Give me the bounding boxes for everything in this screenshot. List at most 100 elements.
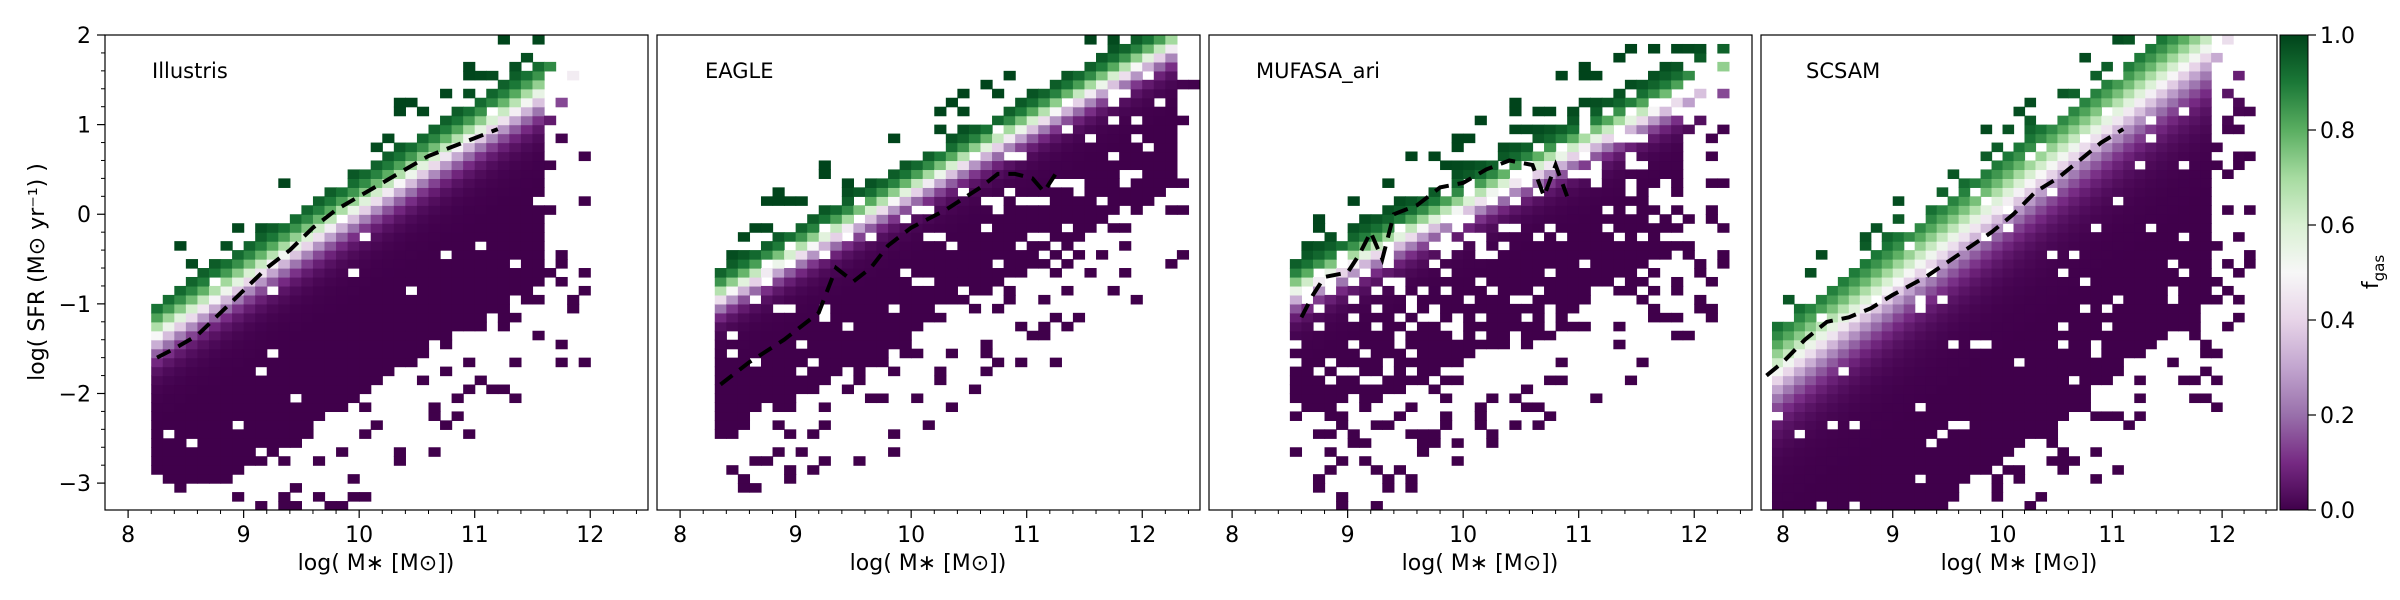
heatmap-cell: [749, 321, 762, 332]
heatmap-cell: [416, 312, 430, 323]
heatmap-cell: [760, 456, 774, 466]
heatmap-cell: [2222, 205, 2234, 215]
heatmap-cell: [301, 241, 314, 251]
heatmap-cell: [382, 321, 395, 332]
heatmap-cell: [957, 223, 970, 233]
heatmap-cell: [405, 214, 418, 224]
heatmap-cell: [1947, 429, 1960, 439]
heatmap-cell: [2134, 196, 2146, 206]
heatmap-cell: [1347, 438, 1360, 448]
heatmap-cell: [1903, 501, 1916, 510]
heatmap-cell: [544, 115, 557, 126]
heatmap-cell: [922, 259, 935, 269]
heatmap-cell: [1705, 178, 1718, 188]
heatmap-cell: [760, 241, 774, 251]
heatmap-cell: [1336, 456, 1349, 466]
heatmap-cell: [474, 375, 487, 386]
heatmap-cell: [2123, 124, 2135, 135]
heatmap-cell: [2013, 285, 2026, 296]
heatmap-cell: [463, 214, 476, 224]
heatmap-cell: [1947, 393, 1960, 404]
heatmap-cell: [1142, 196, 1155, 206]
heatmap-cell: [737, 339, 751, 350]
heatmap-cell: [243, 393, 256, 404]
y-axis-label: log( SFR (M⊙ yr⁻¹) ): [25, 163, 50, 381]
heatmap-cell: [1026, 133, 1039, 144]
heatmap-cell: [957, 196, 970, 206]
heatmap-cell: [1624, 268, 1638, 278]
heatmap-cell: [1826, 456, 1839, 466]
heatmap-cell: [1991, 492, 2004, 502]
heatmap-cell: [1038, 160, 1051, 171]
heatmap-cell: [1892, 411, 1905, 421]
heatmap-cell: [853, 205, 866, 215]
heatmap-cell: [1980, 294, 1993, 305]
heatmap-cell: [486, 133, 499, 144]
heatmap-cell: [1509, 205, 1522, 215]
heatmap-cell: [497, 294, 510, 305]
heatmap-cell: [1892, 285, 1905, 296]
heatmap-cell: [1084, 169, 1097, 179]
heatmap-cell: [2123, 79, 2135, 90]
heatmap-cell: [2035, 393, 2048, 404]
heatmap-cell: [544, 160, 557, 171]
heatmap-cell: [1936, 205, 1949, 215]
heatmap-cell: [255, 456, 268, 466]
heatmap-cell: [911, 303, 924, 314]
heatmap-cell: [474, 294, 487, 305]
heatmap-cell: [1659, 115, 1672, 126]
heatmap-cell: [1771, 438, 1784, 448]
heatmap-cell: [1793, 438, 1806, 448]
heatmap-cell: [440, 232, 453, 242]
heatmap-cell: [1072, 106, 1086, 117]
heatmap-cell: [2079, 402, 2091, 413]
heatmap-cell: [463, 285, 476, 296]
plot-frame: [104, 34, 649, 511]
heatmap-cell: [2101, 339, 2113, 350]
heatmap-cell: [1613, 285, 1626, 296]
heatmap-cell: [1848, 268, 1861, 278]
heatmap-cell: [1848, 492, 1861, 502]
heatmap-cell: [807, 465, 820, 475]
x-axis-label: log( M∗ [M⊙]): [298, 551, 455, 576]
heatmap-cell: [1393, 241, 1406, 251]
heatmap-cell: [174, 312, 187, 323]
heatmap-cell: [301, 223, 314, 233]
x-tick-label: 11: [1565, 523, 1593, 548]
heatmap-cell: [393, 196, 406, 206]
heatmap-cell: [1486, 321, 1499, 332]
heatmap-cell: [497, 97, 510, 108]
heatmap-cell: [416, 321, 430, 332]
heatmap-cell: [980, 268, 993, 278]
heatmap-cell: [1061, 241, 1074, 251]
heatmap-cell: [393, 447, 406, 457]
heatmap-cell: [2189, 241, 2201, 251]
heatmap-cell: [2002, 402, 2015, 413]
heatmap-cell: [451, 151, 464, 162]
heatmap-cell: [1991, 429, 2004, 439]
heatmap-cell: [1925, 393, 1938, 404]
heatmap-cell: [2156, 52, 2168, 63]
heatmap-cell: [1567, 232, 1580, 242]
heatmap-cell: [405, 348, 418, 359]
heatmap-cell: [1440, 348, 1453, 359]
heatmap-cell: [509, 268, 522, 278]
heatmap-cell: [945, 187, 958, 197]
heatmap-cell: [370, 205, 383, 215]
heatmap-cell: [1382, 268, 1395, 278]
heatmap-cell: [876, 303, 889, 314]
heatmap-cell: [1440, 294, 1453, 305]
heatmap-cell: [1848, 402, 1861, 413]
heatmap-cell: [1567, 241, 1580, 251]
heatmap-cell: [749, 348, 762, 359]
heatmap-cell: [174, 285, 187, 296]
heatmap-cell: [232, 303, 245, 314]
heatmap-cell: [463, 61, 476, 72]
heatmap-cell: [1130, 106, 1143, 117]
heatmap-cell: [1578, 250, 1591, 260]
heatmap-cell: [2123, 115, 2135, 126]
heatmap-cell: [2200, 223, 2212, 233]
heatmap-cell: [2145, 241, 2157, 251]
heatmap-cell: [1636, 205, 1649, 215]
heatmap-cell: [509, 196, 522, 206]
